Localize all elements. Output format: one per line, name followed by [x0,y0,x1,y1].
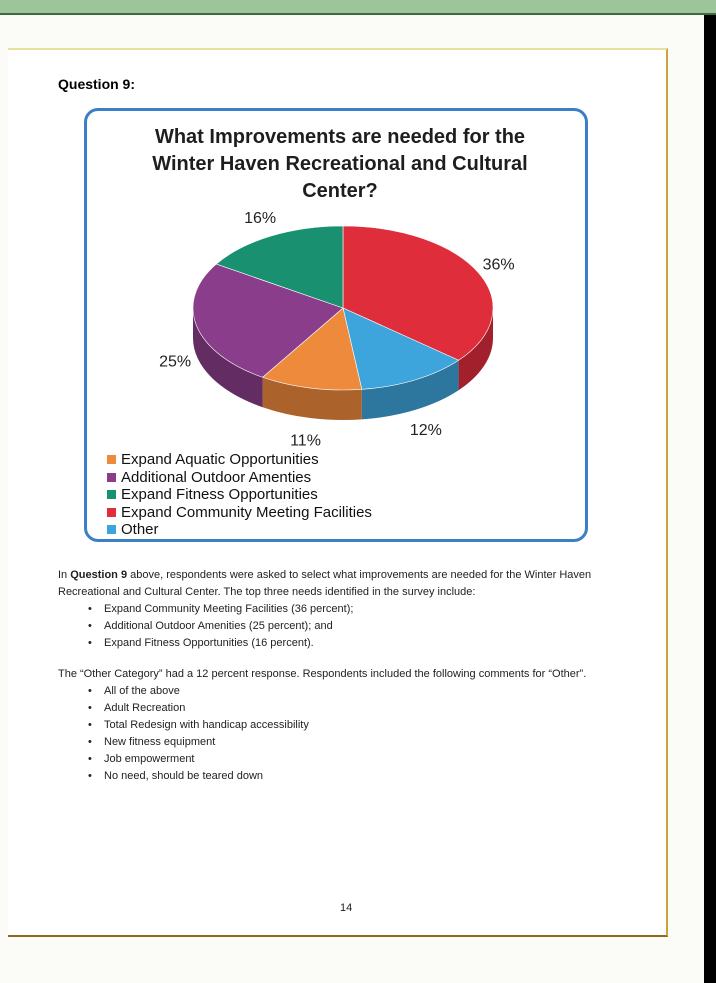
legend-item: Expand Fitness Opportunities [107,486,372,504]
legend-swatch [107,472,116,482]
body-text: In Question 9 above, respondents were as… [58,567,628,785]
chart-legend: Expand Aquatic Opportunities Additional O… [107,451,372,539]
intro-before: In [58,569,71,581]
other-comment-item: New fitness equipment [88,734,628,751]
other-comments-list: All of the aboveAdult RecreationTotal Re… [58,683,628,785]
legend-label: Expand Aquatic Opportunities [121,451,319,468]
intro-paragraph: In Question 9 above, respondents were as… [58,567,628,601]
intro-question-ref: Question 9 [70,569,128,581]
legend-label: Other [121,521,159,538]
top-need-item: Additional Outdoor Amenities (25 percent… [88,618,628,635]
top-bar [0,0,716,15]
chart-title: What Improvements are needed for the Win… [152,126,528,202]
legend-swatch [107,507,116,517]
legend-label: Expand Community Meeting Facilities [121,503,372,521]
other-comment-item: Adult Recreation [88,700,628,717]
legend-item: Other [107,521,372,539]
legend-label: Expand Fitness Opportunities [121,486,318,503]
legend-item: Expand Aquatic Opportunities [107,451,372,469]
legend-item: Expand Community Meeting Facilities [107,504,372,522]
right-edge [704,15,716,983]
top-need-item: Expand Fitness Opportunities (16 percent… [88,635,628,652]
legend-swatch [107,490,116,500]
other-comment-item: All of the above [88,683,628,700]
other-comment-item: Total Redesign with handicap accessibili… [88,717,628,734]
legend-label: Additional Outdoor Amenties [121,468,312,486]
other-paragraph: The “Other Category” had a 12 percent re… [58,668,587,680]
legend-item: Additional Outdoor Amenties [107,469,372,487]
legend-swatch [107,525,116,535]
intro-after: above, respondents were asked to select … [58,569,592,598]
top-needs-list: Expand Community Meeting Facilities (36 … [58,601,628,652]
other-comment-item: Job empowerment [88,751,628,768]
legend-swatch [107,455,116,465]
page-number: 14 [340,902,353,914]
other-comment-item: No need, should be teared down [88,768,628,785]
question-heading: Question 9: [58,76,136,92]
top-need-item: Expand Community Meeting Facilities (36 … [88,601,628,618]
